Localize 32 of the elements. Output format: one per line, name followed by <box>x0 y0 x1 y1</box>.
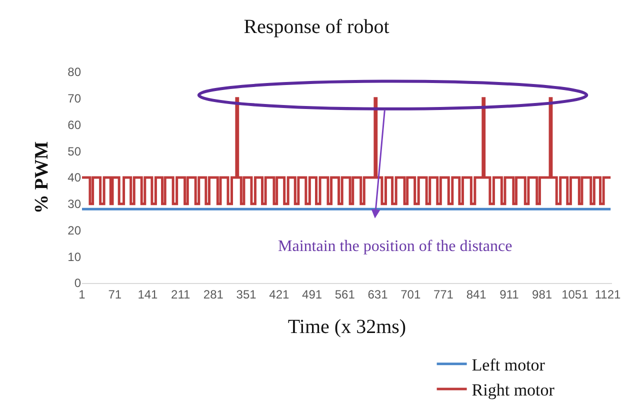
x-tick-label: 771 <box>433 287 454 302</box>
x-tick-label: 631 <box>368 287 388 302</box>
chart-title: Response of robot <box>244 16 390 38</box>
x-axis-title: Time (x 32ms) <box>288 316 406 338</box>
x-tick-label: 561 <box>334 287 356 302</box>
y-tick-label: 0 <box>74 276 82 290</box>
x-tick-label: 841 <box>466 287 487 302</box>
x-tick-label: 421 <box>269 287 290 302</box>
x-tick-label: 911 <box>500 287 520 302</box>
x-tick-label: 281 <box>203 287 224 302</box>
x-tick-label: 491 <box>302 287 322 302</box>
y-tick-label: 50 <box>68 144 82 158</box>
y-tick-label: 30 <box>68 197 82 212</box>
x-tick-label: 211 <box>171 287 190 302</box>
y-tick-label: 70 <box>68 92 82 106</box>
y-tick-label: 20 <box>68 223 82 238</box>
legend-label: Left motor <box>472 355 546 374</box>
x-tick-label: 701 <box>400 287 421 302</box>
legend-label: Right motor <box>472 380 555 400</box>
y-axis-title: % PWM <box>31 141 52 214</box>
x-tick-label: 1051 <box>562 287 589 302</box>
x-tick-label: 71 <box>108 287 122 302</box>
y-tick-label: 80 <box>68 65 82 80</box>
x-tick-label: 141 <box>138 287 158 302</box>
x-tick-label: 1 <box>78 287 86 302</box>
x-tick-label: 351 <box>236 287 257 302</box>
x-tick-label: 981 <box>532 287 552 302</box>
y-tick-label: 10 <box>68 250 82 264</box>
annotation: Maintain the position of the distance <box>278 238 512 255</box>
x-tick-label: 1121 <box>594 287 622 302</box>
y-tick-label: 40 <box>68 170 82 185</box>
y-tick-label: 60 <box>68 118 82 132</box>
